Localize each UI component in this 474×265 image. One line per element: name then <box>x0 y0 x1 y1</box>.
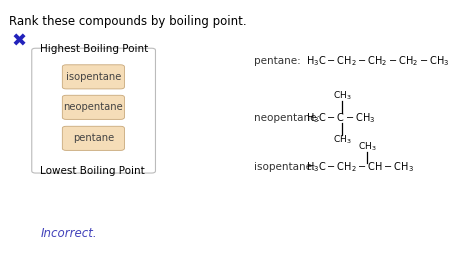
Text: $\mathrm{H_3C-C-CH_3}$: $\mathrm{H_3C-C-CH_3}$ <box>306 111 375 125</box>
Text: Incorrect.: Incorrect. <box>40 227 97 240</box>
Text: neopentane:: neopentane: <box>254 113 320 123</box>
Text: Highest Boiling Point: Highest Boiling Point <box>40 44 148 54</box>
Text: isopentane:: isopentane: <box>254 162 315 172</box>
Text: $\mathrm{CH_3}$: $\mathrm{CH_3}$ <box>333 133 352 146</box>
Text: $\mathrm{H_3C-CH_2-CH_2-CH_2-CH_3}$: $\mathrm{H_3C-CH_2-CH_2-CH_2-CH_3}$ <box>306 54 449 68</box>
Text: neopentane: neopentane <box>64 102 123 112</box>
Text: Rank these compounds by boiling point.: Rank these compounds by boiling point. <box>9 15 247 28</box>
Text: ✖: ✖ <box>11 32 27 50</box>
FancyBboxPatch shape <box>63 65 124 89</box>
FancyBboxPatch shape <box>63 126 124 151</box>
Text: pentane:: pentane: <box>254 56 301 66</box>
Text: Lowest Boiling Point: Lowest Boiling Point <box>40 166 145 176</box>
Text: $\mathrm{CH_3}$: $\mathrm{CH_3}$ <box>333 90 352 103</box>
Text: $\mathrm{CH_3}$: $\mathrm{CH_3}$ <box>358 141 377 153</box>
FancyBboxPatch shape <box>32 48 155 173</box>
Text: isopentane: isopentane <box>66 72 121 82</box>
FancyBboxPatch shape <box>63 95 124 119</box>
Text: pentane: pentane <box>73 133 114 143</box>
Text: $\mathrm{H_3C-CH_2-CH-CH_3}$: $\mathrm{H_3C-CH_2-CH-CH_3}$ <box>306 160 413 174</box>
